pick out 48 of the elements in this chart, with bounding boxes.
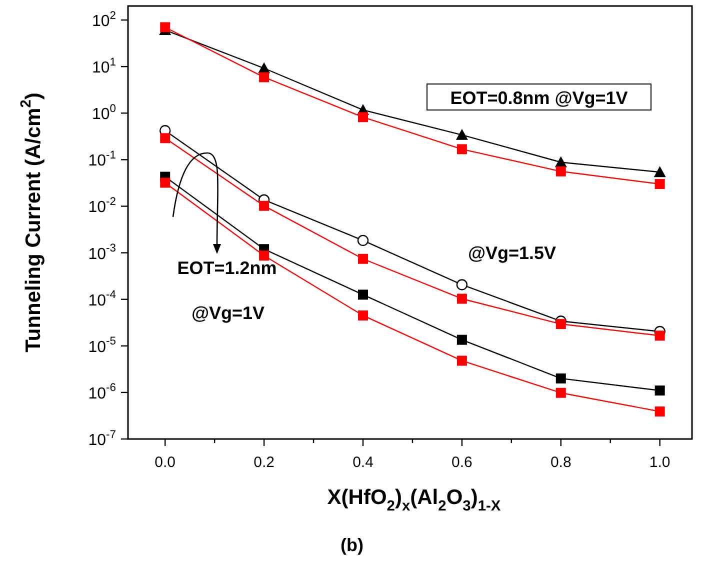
point bbox=[358, 310, 368, 320]
point bbox=[358, 290, 368, 300]
annotation: @Vg=1V bbox=[191, 303, 265, 323]
y-tick-label: 10$^{-5}$ bbox=[88, 336, 116, 356]
annotation: EOT=1.2nm bbox=[177, 258, 277, 278]
point bbox=[357, 234, 369, 246]
point bbox=[456, 144, 467, 154]
point bbox=[556, 388, 566, 398]
x-tick-label: 0.0 bbox=[154, 454, 176, 471]
x-tick-label: 0.8 bbox=[550, 454, 572, 471]
text: (b) bbox=[340, 535, 364, 555]
point bbox=[259, 250, 270, 261]
point bbox=[556, 166, 566, 176]
y-tick-label: 10$^{-4}$ bbox=[88, 289, 116, 310]
point bbox=[456, 356, 467, 366]
y-tick-label: 10$^{-7}$ bbox=[88, 428, 116, 449]
point bbox=[456, 294, 467, 304]
y-tick-label: 10$^{-3}$ bbox=[88, 242, 116, 263]
point bbox=[456, 279, 468, 290]
x-tick-label: 0.2 bbox=[254, 454, 274, 471]
point bbox=[358, 254, 368, 264]
y-tick-label: 10$^{-2}$ bbox=[88, 196, 116, 216]
text: X(HfO$_{2}$)$_{x}$(Al$_{2}$O$_{3}$)$_{1-X}$ bbox=[327, 486, 501, 514]
x-tick-label: 0.4 bbox=[352, 454, 374, 471]
point bbox=[259, 200, 270, 211]
point bbox=[654, 406, 665, 416]
y-tick-label: 10$^{-6}$ bbox=[88, 382, 116, 402]
point bbox=[654, 179, 665, 190]
point bbox=[259, 72, 270, 82]
x-tick-label: 1.0 bbox=[649, 454, 670, 471]
point bbox=[160, 178, 170, 188]
point bbox=[160, 22, 170, 32]
point bbox=[556, 319, 566, 330]
point bbox=[456, 128, 468, 140]
annotation: EOT=0.8nm @Vg=1V bbox=[450, 88, 628, 108]
x-tick-label: 0.6 bbox=[452, 454, 472, 471]
y-tick-label: 10$^{1}$ bbox=[92, 56, 116, 77]
y-tick-label: 10$^{0}$ bbox=[92, 102, 116, 124]
y-tick-label: 10$^{2}$ bbox=[92, 10, 116, 30]
point bbox=[456, 334, 467, 345]
point bbox=[358, 112, 368, 122]
point bbox=[654, 166, 666, 178]
annotation: @Vg=1.5V bbox=[468, 243, 556, 263]
point bbox=[160, 133, 170, 144]
point bbox=[654, 330, 665, 341]
y-tick-label: 10$^{-1}$ bbox=[88, 149, 116, 170]
point bbox=[654, 386, 665, 396]
point bbox=[556, 373, 566, 384]
